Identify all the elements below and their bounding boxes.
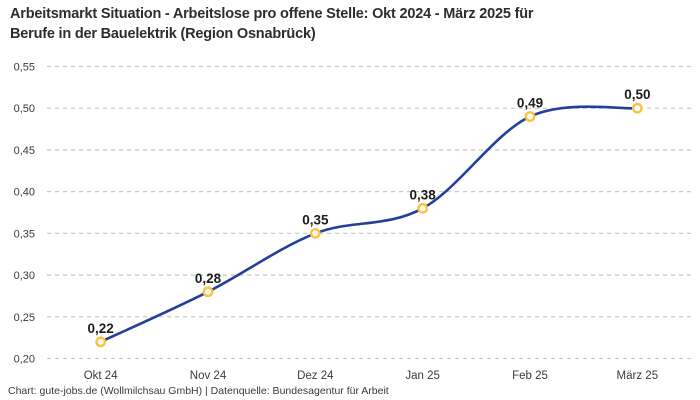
y-axis-tick-label: 0,45 bbox=[14, 145, 35, 157]
y-axis-tick-label: 0,20 bbox=[14, 354, 35, 366]
data-point-marker bbox=[631, 102, 643, 114]
y-axis-tick-label: 0,35 bbox=[14, 228, 35, 240]
data-point-marker bbox=[417, 202, 429, 214]
data-point-label: 0,49 bbox=[517, 96, 543, 111]
data-point-label: 0,22 bbox=[88, 321, 114, 336]
data-point-label: 0,28 bbox=[195, 271, 222, 286]
y-axis-tick-label: 0,25 bbox=[14, 312, 35, 324]
series-line bbox=[99, 105, 639, 344]
y-axis-tick-label: 0,30 bbox=[14, 270, 35, 282]
y-axis-tick-label: 0,40 bbox=[14, 187, 35, 199]
x-axis-tick-label: Okt 24 bbox=[84, 370, 118, 382]
x-axis-tick-label: März 25 bbox=[617, 370, 659, 382]
y-axis-tick-label: 0,55 bbox=[14, 62, 35, 74]
x-axis-tick-label: Feb 25 bbox=[512, 370, 548, 382]
y-axis-tick-label: 0,50 bbox=[14, 103, 35, 115]
data-point-marker bbox=[524, 111, 536, 122]
chart-title-line-1: Arbeitsmarkt Situation - Arbeitslose pro… bbox=[10, 6, 534, 22]
x-axis-tick-label: Nov 24 bbox=[190, 370, 227, 382]
chart-title: Arbeitsmarkt Situation - Arbeitslose pro… bbox=[10, 5, 534, 44]
chart-credit: Chart: gute-jobs.de (Wollmilchsau GmbH) … bbox=[8, 385, 389, 397]
data-point-marker bbox=[309, 227, 321, 239]
data-point-label: 0,35 bbox=[302, 212, 329, 227]
data-point-label: 0,38 bbox=[410, 187, 437, 202]
x-axis-tick-label: Dez 24 bbox=[297, 370, 334, 382]
chart-title-line-2: Berufe in der Bauelektrik (Region Osnabr… bbox=[10, 25, 316, 42]
data-point-label: 0,50 bbox=[624, 87, 650, 102]
data-point-marker bbox=[95, 336, 107, 348]
data-point-marker bbox=[202, 286, 214, 298]
x-axis-tick-label: Jan 25 bbox=[405, 370, 440, 382]
